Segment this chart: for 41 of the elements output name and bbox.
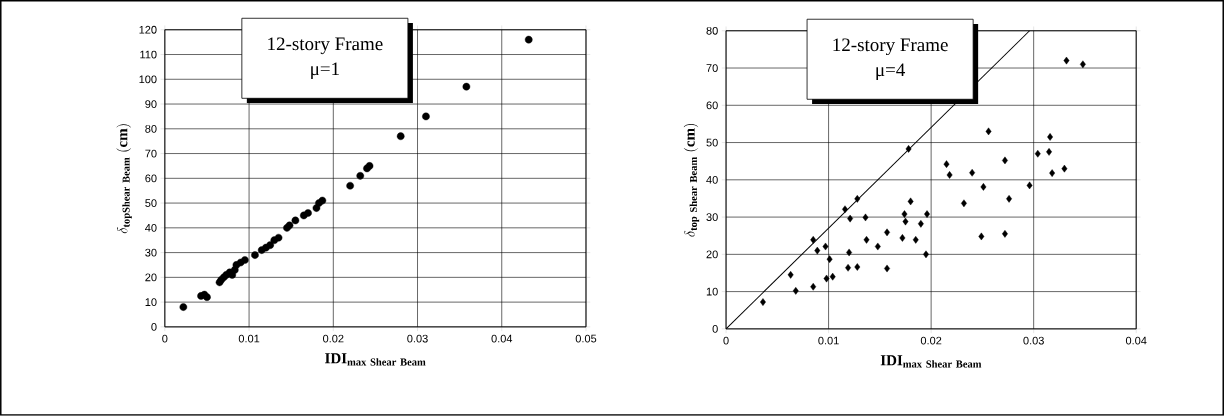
x-tick-label: 0 xyxy=(723,336,729,345)
y-tick-label: 30 xyxy=(706,213,718,222)
annotation: 12-story Frame xyxy=(833,38,948,56)
x-tick-label: 0.02 xyxy=(920,336,942,345)
y-tick-label: 100 xyxy=(139,75,157,84)
y-tick-label: 40 xyxy=(145,224,157,232)
x-tick-label: 0.04 xyxy=(1125,336,1147,345)
x-tick-label: 0.03 xyxy=(1023,336,1044,345)
y-tick-label: 40 xyxy=(706,176,718,184)
y-tick-label: 20 xyxy=(145,273,157,282)
x-tick-label: 0.05 xyxy=(575,334,597,343)
y-tick-label: 70 xyxy=(145,149,157,158)
x-tick-label: 0.01 xyxy=(238,334,260,343)
x-tick-label: 0.02 xyxy=(323,334,344,343)
x-tick-label: 0.04 xyxy=(491,334,513,343)
y-tick-label: 0 xyxy=(151,323,157,331)
y-tick-label: 10 xyxy=(145,298,157,307)
y-tick-label: 80 xyxy=(145,125,157,133)
y-axis-title: $\delta_{\mathbf{topShear\ Beam}}\ \mathbf{(cm)}$ xyxy=(116,124,132,234)
annotation: 12-story Frame xyxy=(268,37,383,55)
y-tick-label: 10 xyxy=(706,287,718,296)
x-tick-label: 0.03 xyxy=(407,334,428,343)
x-tick-label: 0.01 xyxy=(818,336,839,345)
y-tick-label: 0 xyxy=(712,325,718,333)
y-axis-title: $\delta_{\mathbf{top\ Shear\ Beam}}\ \mathbf{(cm)}$ xyxy=(683,124,700,237)
y-tick-label: 50 xyxy=(706,138,718,147)
y-tick-label: 60 xyxy=(145,174,157,183)
annotation: μ=4 xyxy=(876,63,906,81)
y-tick-label: 20 xyxy=(706,250,718,259)
y-tick-label: 110 xyxy=(140,50,157,59)
y-tick-label: 90 xyxy=(145,100,157,109)
y-tick-label: 80 xyxy=(706,27,718,35)
y-tick-label: 60 xyxy=(706,101,718,110)
annotation: μ=1 xyxy=(311,62,339,80)
y-tick-label: 30 xyxy=(145,248,157,257)
y-tick-label: 70 xyxy=(706,64,718,73)
y-tick-label: 50 xyxy=(145,199,157,208)
x-axis-title: $\mathbf{IDI}_{\mathbf{max\ Shear\ Beam}}$ xyxy=(880,355,982,368)
y-tick-label: 120 xyxy=(139,26,157,34)
x-axis-title: $\mathbf{IDI}_{\mathbf{max\ Shear\ Beam}}$ xyxy=(325,353,426,366)
x-tick-label: 0 xyxy=(162,334,168,343)
